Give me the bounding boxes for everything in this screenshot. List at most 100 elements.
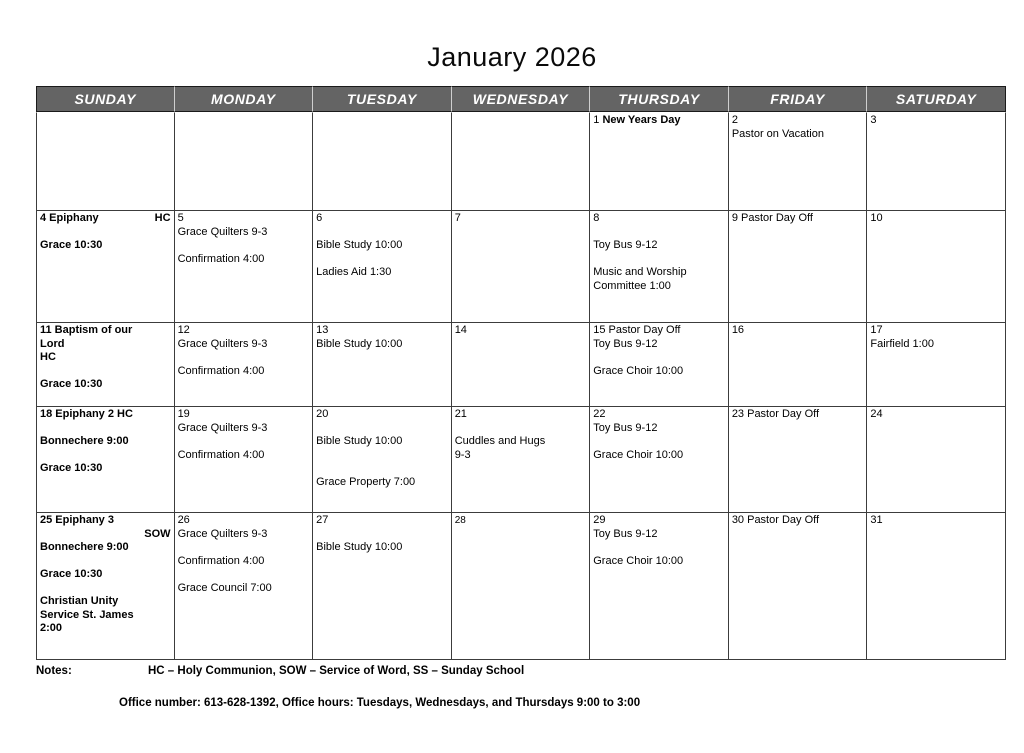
cell-text: Music and Worship [593, 266, 687, 278]
day-cell-w5-monday: 26 Grace Quilters 9-3 Confirmation 4:00 G… [174, 513, 314, 660]
day-header-friday: FRIDAY [728, 86, 868, 112]
cell-line: 23 Pastor Day Off [732, 408, 864, 422]
cell-text: Grace Council 7:00 [177, 581, 272, 594]
cell-text: New Years Day [602, 114, 681, 126]
cell-line: 18 Epiphany 2 HC [40, 408, 171, 422]
cell-line: Grace 10:30 [40, 378, 171, 392]
cell-text: 20 [316, 408, 329, 420]
cell-text: Toy Bus 9-12 [593, 239, 658, 251]
cell-line: 28 [455, 514, 587, 528]
cell-line: 26 [178, 514, 310, 528]
cell-line: Grace Quilters 9-3 [178, 338, 310, 352]
week-row-1: 1 New Years Day 2 Pastor on Vacation 3 [36, 112, 1006, 211]
cell-line: 2:00 [40, 622, 171, 636]
cell-text: HC [40, 351, 56, 363]
cell-line: Toy Bus 9-12 [593, 528, 725, 542]
cell-line: Grace 10:30 [40, 568, 171, 582]
cell-text: Christian Unity [40, 595, 119, 607]
cell-text: 26 [177, 514, 190, 526]
cell-text: 6 [316, 212, 323, 224]
cell-text: Confirmation 4:00 [177, 448, 265, 461]
cell-text: 2 [731, 114, 738, 126]
day-header-wednesday: WEDNESDAY [451, 86, 591, 112]
day-cell-w3-friday: 16 [728, 323, 868, 407]
cell-line [316, 226, 448, 240]
cell-text: Grace 10:30 [40, 568, 103, 580]
cell-line: 9 Pastor Day Off [732, 212, 864, 226]
cell-line: Confirmation 4:00 [178, 555, 310, 569]
day-cell-w1-friday: 2 Pastor on Vacation [728, 112, 868, 211]
cell-line: 7 [455, 212, 587, 226]
cell-text: HC [154, 212, 171, 224]
cell-text: 12 [177, 324, 190, 336]
cell-text: 30 Pastor Day Off [731, 514, 820, 526]
cell-line: Lord [40, 338, 171, 352]
cell-line: 25 Epiphany 3 [40, 514, 171, 528]
cell-text: 11 Baptism of our [40, 324, 133, 336]
cell-text: 9 Pastor Day Off [731, 212, 813, 224]
cell-text: 18 Epiphany 2 HC [40, 408, 133, 420]
day-cell-w4-tuesday: 20 Bible Study 10:00 Grace Property 7:00 [313, 407, 452, 513]
cell-text: Committee 1:00 [593, 279, 671, 292]
cell-text: Bonnechere 9:00 [40, 435, 129, 447]
cell-text: 24 [870, 408, 883, 420]
day-cell-w2-saturday: 10 [867, 211, 1006, 323]
cell-text: 5 [177, 212, 184, 224]
cell-line [40, 555, 171, 569]
cell-text: 13 [316, 324, 329, 336]
cell-text: Fairfield 1:00 [870, 337, 934, 350]
cell-text: Ladies Aid 1:30 [316, 266, 392, 278]
cell-line: 2 [732, 114, 864, 128]
calendar-weeks: 1 New Years Day 2 Pastor on Vacation 3 4 Epi… [36, 112, 1006, 660]
cell-line: Service St. James [40, 609, 171, 623]
cell-line: 16 [732, 324, 864, 338]
cell-text: 17 [870, 324, 883, 336]
cell-text-right: SOW [144, 528, 170, 542]
cell-line [593, 226, 725, 240]
week-row-3: 11 Baptism of our Lord HC Grace 10:30 12 Gra… [36, 323, 1006, 407]
cell-line: 11 Baptism of our [40, 324, 171, 338]
cell-text: Grace 10:30 [40, 378, 103, 390]
cell-line: Confirmation 4:00 [178, 449, 310, 463]
cell-text: Bonnechere 9:00 [40, 541, 129, 553]
week-row-4: 18 Epiphany 2 HC Bonnechere 9:00 Grace 1… [36, 407, 1006, 513]
cell-line [40, 226, 171, 240]
day-cell-w3-monday: 12 Grace Quilters 9-3 Confirmation 4:00 [174, 323, 314, 407]
cell-line: HC [40, 351, 171, 365]
day-cell-w1-monday [174, 112, 314, 211]
cell-line: Christian Unity [40, 595, 171, 609]
cell-line: 22 [593, 408, 725, 422]
day-cell-w4-friday: 23 Pastor Day Off [728, 407, 868, 513]
day-cell-w1-tuesday [313, 112, 452, 211]
cell-line [40, 365, 171, 379]
cell-text: 16 [731, 324, 745, 336]
cell-line: 1 New Years Day [593, 114, 725, 128]
cell-line: Bonnechere 9:00 [40, 541, 171, 555]
cell-line: 6 [316, 212, 448, 226]
cell-text: 29 [593, 514, 606, 526]
cell-text: Lord [40, 337, 65, 350]
day-cell-w5-wednesday: 28 [451, 513, 591, 660]
cell-text: 3 [870, 114, 877, 126]
cell-line: Bible Study 10:00 [316, 338, 448, 352]
cell-line [593, 253, 725, 267]
cell-text: 31 [870, 514, 883, 526]
cell-line: Ladies Aid 1:30 [316, 266, 448, 280]
day-cell-w3-sunday: 11 Baptism of our Lord HC Grace 10:30 [36, 323, 175, 407]
day-cell-w2-friday: 9 Pastor Day Off [728, 211, 868, 323]
day-cell-w4-thursday: 22 Toy Bus 9-12 Grace Choir 10:00 [590, 407, 729, 513]
cell-text: 27 [316, 514, 329, 526]
day-cell-w1-thursday: 1 New Years Day [590, 112, 729, 211]
cell-text: Bible Study 10:00 [316, 239, 403, 251]
day-cell-w4-saturday: 24 [867, 407, 1006, 513]
cell-text: Grace 10:30 [40, 462, 103, 474]
cell-line: Toy Bus 9-12 [593, 338, 725, 352]
cell-line: 29 [593, 514, 725, 528]
cell-text: 25 Epiphany 3 [40, 514, 114, 526]
cell-line [593, 435, 725, 449]
cell-line: Cuddles and Hugs [455, 435, 587, 449]
day-cell-w5-friday: 30 Pastor Day Off [728, 513, 868, 660]
cell-line [316, 449, 448, 463]
cell-text: 1 [593, 114, 603, 126]
